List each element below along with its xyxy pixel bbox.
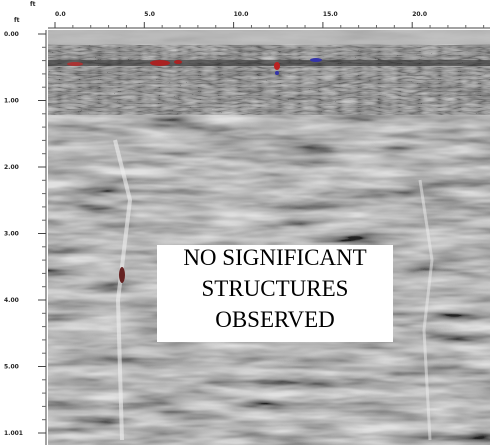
x-tick-label: 20.0 xyxy=(412,11,427,18)
radargram-image xyxy=(48,30,490,445)
annotation-box xyxy=(157,245,393,342)
y-tick-label: 1.00 xyxy=(4,98,19,105)
x-tick-label: 0.0 xyxy=(55,11,66,18)
y-tick-label: 3.00 xyxy=(4,231,19,238)
x-axis-unit: ft xyxy=(30,1,36,8)
y-tick-label: 0.00 xyxy=(4,31,19,38)
axes: ft ft 0.0 5.0 10.0 15.0 20.0 0.00 1.00 2.00 3.00… xyxy=(4,1,490,445)
y-tick-label: 2.00 xyxy=(4,164,19,171)
annotation-line: NO SIGNIFICANT xyxy=(183,245,366,270)
y-axis-unit: ft xyxy=(14,17,20,24)
annotation-line: OBSERVED xyxy=(215,307,335,332)
y-tick-label: 1.001 xyxy=(4,430,23,437)
x-tick-label: 10.0 xyxy=(234,11,249,18)
annotation: NO SIGNIFICANT STRUCTURES OBSERVED xyxy=(157,245,393,342)
x-tick-label: 5.0 xyxy=(144,11,155,18)
annotation-line: STRUCTURES xyxy=(202,276,349,301)
x-tick-label: 15.0 xyxy=(323,11,338,18)
y-tick-label: 5.00 xyxy=(4,364,19,371)
y-tick-label: 4.00 xyxy=(4,297,19,304)
